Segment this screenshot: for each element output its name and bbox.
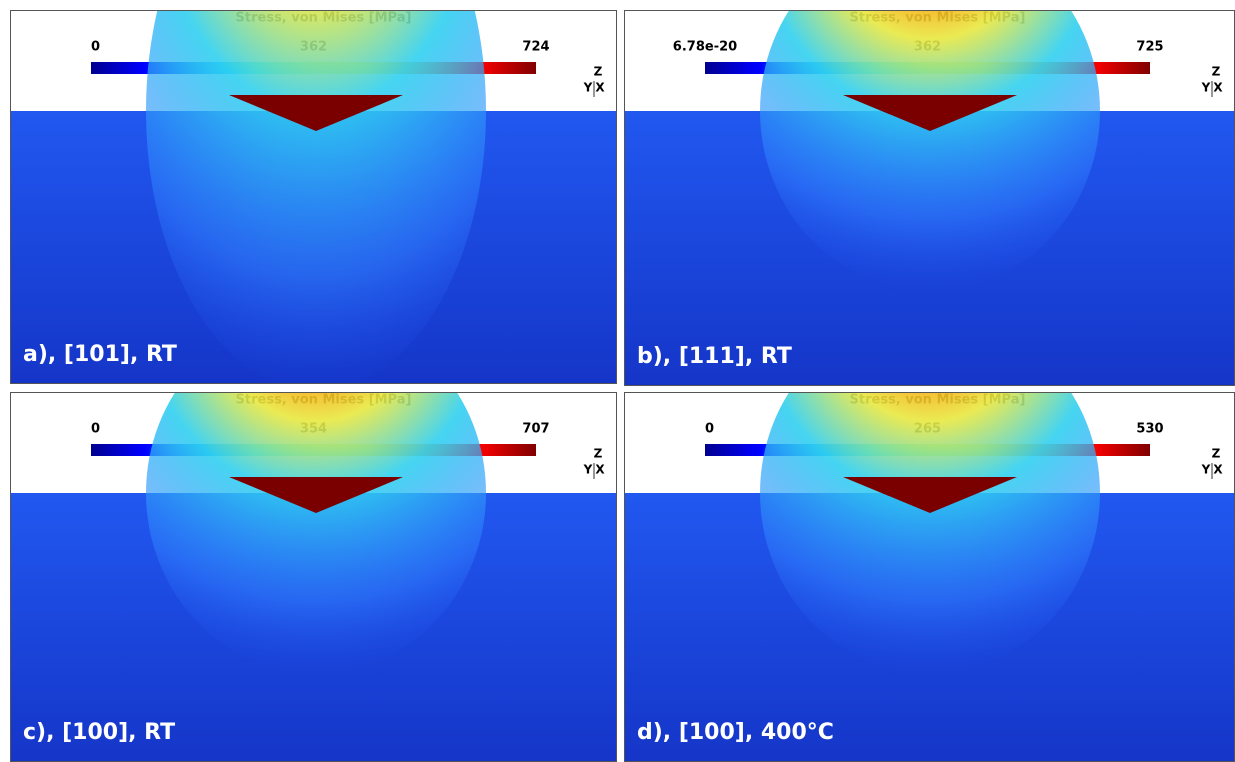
- axis-label: Z: [1212, 447, 1221, 461]
- panel-graphic: Stress, von Mises [MPa]0354707ZYXc), [10…: [11, 393, 616, 761]
- axis-label: Z: [594, 447, 603, 461]
- stress-zone: [760, 11, 1100, 291]
- panel-label: d), [100], 400°C: [637, 720, 834, 745]
- colorbar-tick-label: 530: [1136, 422, 1163, 437]
- colorbar-tick-label: 0: [91, 422, 100, 437]
- panel-label: a), [101], RT: [23, 342, 177, 367]
- colorbar-tick-label: 0: [705, 422, 714, 437]
- axis-label: Z: [1212, 65, 1221, 79]
- axis-label: X: [595, 463, 605, 477]
- axis-label: Y: [583, 81, 593, 95]
- axis-label: Y: [583, 463, 593, 477]
- colorbar-tick-label: 6.78e-20: [673, 40, 737, 55]
- axis-label: Y: [1201, 81, 1211, 95]
- panel: Stress, von Mises [MPa]0354707ZYXc), [10…: [10, 392, 617, 762]
- colorbar-tick-label: 707: [522, 422, 549, 437]
- axis-label: Z: [594, 65, 603, 79]
- panel-graphic: Stress, von Mises [MPa]0362724ZYXa), [10…: [11, 11, 616, 383]
- panel-label: b), [111], RT: [637, 344, 792, 369]
- panel-graphic: Stress, von Mises [MPa]0265530ZYXd), [10…: [625, 393, 1234, 761]
- indenter: [229, 477, 403, 513]
- colorbar-tick-label: 725: [1136, 40, 1163, 55]
- indenter: [843, 477, 1017, 513]
- stress-zone: [146, 11, 486, 383]
- colorbar-tick-label: 0: [91, 40, 100, 55]
- indenter: [843, 95, 1017, 131]
- axis-label: X: [595, 81, 605, 95]
- stress-zone: [760, 393, 1100, 673]
- panel: Stress, von Mises [MPa]6.78e-20362725ZYX…: [624, 10, 1235, 386]
- panel: Stress, von Mises [MPa]0362724ZYXa), [10…: [10, 10, 617, 384]
- panel-label: c), [100], RT: [23, 720, 175, 745]
- colorbar-tick-label: 724: [522, 40, 549, 55]
- axis-label: X: [1213, 463, 1223, 477]
- panel: Stress, von Mises [MPa]0265530ZYXd), [10…: [624, 392, 1235, 762]
- axis-label: X: [1213, 81, 1223, 95]
- stress-zone: [146, 393, 486, 673]
- indenter: [229, 95, 403, 131]
- axis-label: Y: [1201, 463, 1211, 477]
- panel-graphic: Stress, von Mises [MPa]6.78e-20362725ZYX…: [625, 11, 1234, 385]
